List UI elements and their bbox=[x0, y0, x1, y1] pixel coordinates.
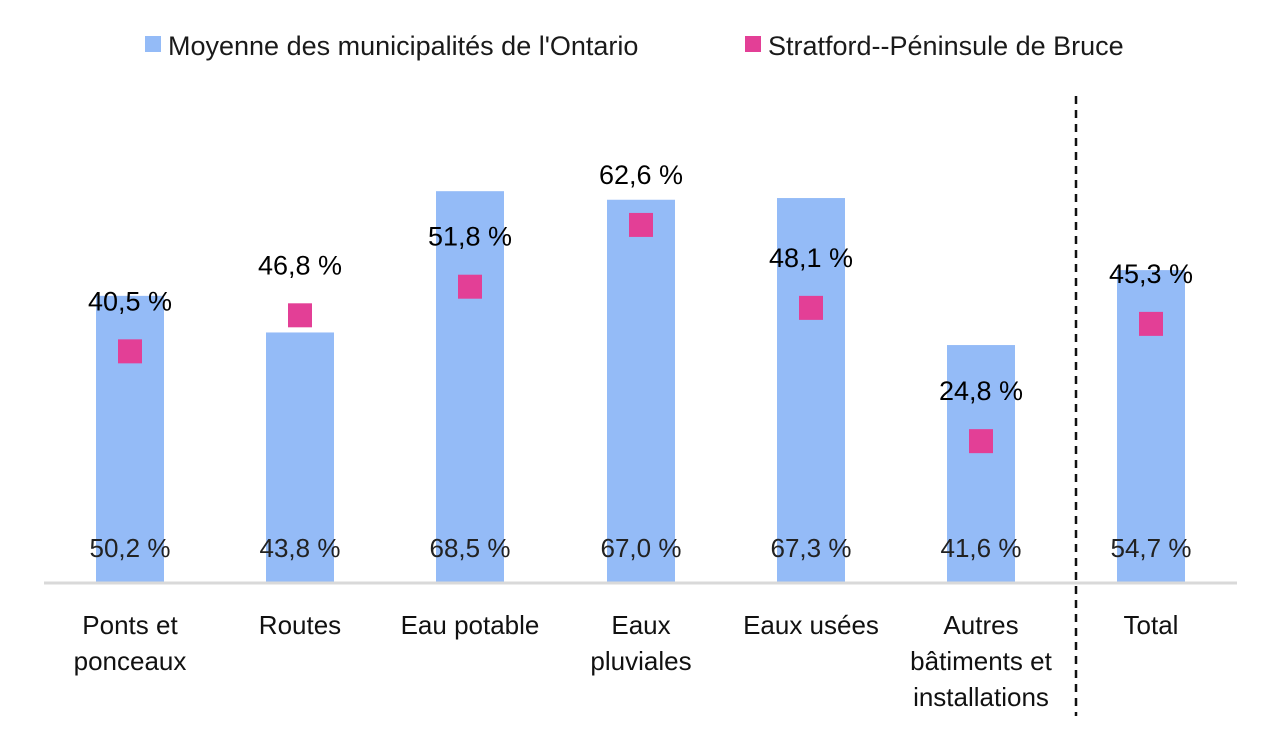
marker-series: 40,5 % 46,8 % 51,8 % 62,6 % 48,1 % 24,8 % 45,3… bbox=[88, 160, 1193, 454]
category-label: Routes bbox=[259, 610, 341, 640]
legend-label-ontario: Moyenne des municipalités de l'Ontario bbox=[168, 31, 638, 61]
legend-swatch-ontario bbox=[145, 36, 161, 52]
marker-point bbox=[969, 429, 993, 454]
bar-series: 50,2 % 43,8 % 68,5 % 67,0 % 67,3 % 41,6 % 54,7… bbox=[90, 191, 1192, 583]
marker-value-label: 46,8 % bbox=[258, 250, 342, 280]
marker-point bbox=[1139, 311, 1163, 336]
category-label: Ponts et ponceaux bbox=[74, 610, 187, 676]
bar-value-label: 67,0 % bbox=[601, 533, 682, 563]
bar-value-label: 54,7 % bbox=[1111, 533, 1192, 563]
legend-swatch-stratford bbox=[745, 36, 761, 52]
bar bbox=[947, 345, 1015, 583]
bar bbox=[436, 191, 504, 583]
bar-value-label: 68,5 % bbox=[430, 533, 511, 563]
category-label: Eaux pluviales bbox=[590, 610, 691, 676]
bar bbox=[607, 199, 675, 583]
marker-value-label: 51,8 % bbox=[428, 222, 512, 252]
marker-point bbox=[458, 274, 482, 299]
marker-point bbox=[629, 212, 653, 237]
marker-point bbox=[118, 339, 142, 364]
category-label: Autres bâtiments et installations bbox=[910, 610, 1052, 712]
legend: Moyenne des municipalités de l'Ontario St… bbox=[145, 31, 1124, 61]
bar-value-label: 41,6 % bbox=[941, 533, 1022, 563]
category-labels: Ponts et ponceaux Routes Eau potable Eaux plu… bbox=[74, 610, 1179, 712]
bar-value-label: 67,3 % bbox=[771, 533, 852, 563]
marker-value-label: 48,1 % bbox=[769, 243, 853, 273]
marker-point bbox=[799, 295, 823, 320]
marker-value-label: 24,8 % bbox=[939, 376, 1023, 406]
bar bbox=[266, 332, 334, 583]
marker-value-label: 62,6 % bbox=[599, 160, 683, 190]
bar-value-label: 43,8 % bbox=[260, 533, 341, 563]
category-label: Eaux usées bbox=[743, 610, 879, 640]
x-axis bbox=[44, 96, 1237, 716]
marker-value-label: 45,3 % bbox=[1109, 259, 1193, 289]
legend-label-stratford: Stratford--Péninsule de Bruce bbox=[768, 31, 1124, 61]
category-label: Total bbox=[1124, 610, 1179, 640]
bar-value-label: 50,2 % bbox=[90, 533, 171, 563]
category-label: Eau potable bbox=[401, 610, 540, 640]
bar bbox=[777, 198, 845, 583]
marker-value-label: 40,5 % bbox=[88, 286, 172, 316]
marker-point bbox=[288, 303, 312, 328]
